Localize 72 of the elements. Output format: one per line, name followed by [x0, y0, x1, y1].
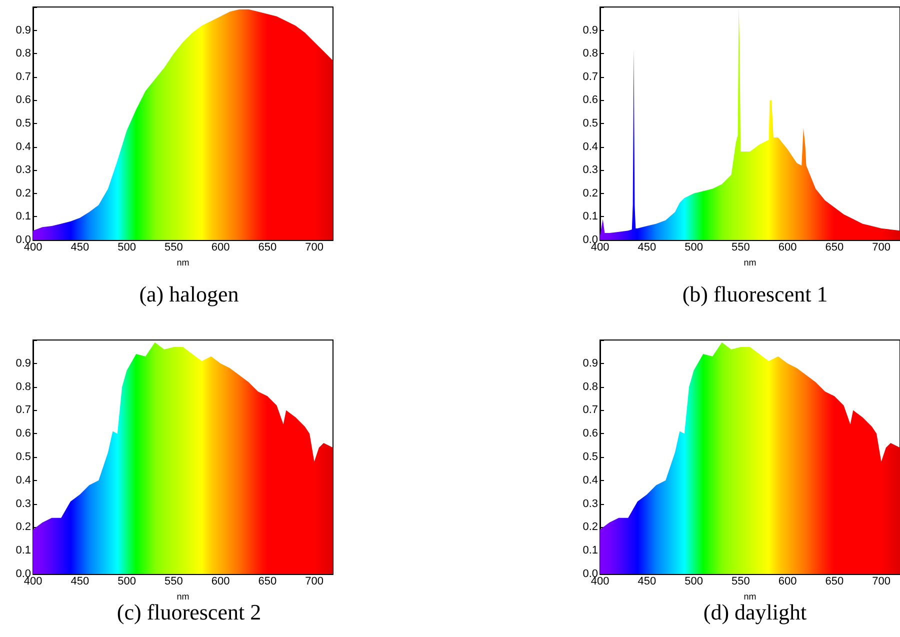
- x-tick-label: 500: [118, 576, 136, 588]
- y-tick-label: 0.5: [582, 451, 598, 463]
- x-axis-title: nm: [744, 257, 756, 268]
- y-tick-label: 0.3: [582, 164, 598, 176]
- x-tick-label: 600: [211, 576, 230, 588]
- y-tick-label: 0.4: [582, 474, 598, 486]
- x-tick-label: 650: [258, 242, 277, 254]
- x-axis-title: nm: [176, 591, 190, 602]
- y-tick-label: 0.1: [16, 544, 31, 557]
- x-tick-label: 600: [778, 576, 797, 588]
- y-tick-label: 0.4: [582, 140, 598, 153]
- y-tick-label: 0.6: [582, 94, 598, 106]
- y-tick-label: 0.6: [582, 428, 598, 440]
- y-tick-label: 0.3: [582, 498, 598, 510]
- y-tick-label: 0.9: [16, 357, 31, 370]
- y-tick-label: 0.1: [16, 210, 31, 223]
- text: (b) fluorescent 1: [682, 282, 828, 306]
- y-tick-label: 0.7: [582, 70, 598, 83]
- y-tick-label: 0.4: [16, 474, 31, 486]
- y-tick-label: 0.8: [16, 48, 31, 60]
- x-tick-label: 550: [164, 242, 183, 254]
- y-tick-label: 0.7: [582, 404, 598, 416]
- x-tick-label: 650: [825, 576, 844, 588]
- y-tick-label: 0.3: [16, 498, 31, 510]
- x-tick-label: 500: [684, 576, 703, 588]
- y-tick-label: 0.8: [16, 380, 31, 393]
- x-tick-label: 700: [305, 242, 324, 254]
- x-tick-label: 600: [778, 242, 797, 254]
- x-axis-title: nm: [176, 257, 190, 268]
- y-tick-label: 0.5: [16, 118, 31, 130]
- x-axis-title: nm: [744, 591, 756, 602]
- x-tick-label: 400: [590, 576, 610, 588]
- x-tick-label: 450: [70, 576, 90, 588]
- y-tick-label: 0.2: [582, 521, 598, 534]
- x-tick-label: 400: [24, 576, 42, 588]
- y-tick-label: 0.2: [582, 187, 598, 200]
- y-tick-label: 0.5: [16, 451, 31, 463]
- x-tick-label: 550: [731, 576, 750, 588]
- y-tick-label: 0.1: [582, 544, 598, 557]
- x-tick-label: 550: [731, 242, 750, 254]
- x-tick-label: 600: [211, 242, 230, 254]
- x-tick-label: 550: [164, 576, 183, 588]
- y-tick-label: 0.8: [582, 380, 598, 393]
- y-tick-label: 0.6: [16, 428, 31, 440]
- y-tick-label: 0.2: [16, 521, 31, 534]
- x-tick-label: 400: [590, 242, 610, 254]
- x-tick-label: 400: [24, 242, 42, 254]
- x-tick-label: 500: [118, 242, 136, 254]
- y-tick-label: 0.7: [16, 70, 31, 83]
- x-tick-label: 650: [825, 242, 844, 254]
- y-tick-label: 0.4: [16, 140, 31, 153]
- text: (c) fluorescent 2: [116, 600, 262, 624]
- x-tick-label: 450: [638, 242, 656, 254]
- x-tick-label: 450: [638, 576, 656, 588]
- y-tick-label: 0.9: [582, 24, 598, 36]
- y-tick-label: 0.5: [582, 118, 598, 130]
- y-tick-label: 0.9: [582, 357, 598, 370]
- y-tick-label: 0.9: [16, 24, 31, 36]
- x-tick-label: 700: [872, 576, 890, 588]
- x-tick-label: 650: [258, 576, 277, 588]
- y-tick-label: 0.8: [582, 48, 598, 60]
- y-tick-label: 0.6: [16, 94, 31, 106]
- y-tick-label: 0.2: [16, 187, 31, 200]
- x-tick-label: 500: [684, 242, 703, 254]
- y-tick-label: 0.7: [16, 404, 31, 416]
- x-tick-label: 450: [70, 242, 90, 254]
- text: (a) halogen: [139, 282, 239, 306]
- x-tick-label: 700: [872, 242, 890, 254]
- text: (d) daylight: [703, 600, 807, 624]
- y-tick-label: 0.3: [16, 164, 31, 176]
- y-tick-label: 0.1: [582, 210, 598, 223]
- x-tick-label: 700: [305, 576, 324, 588]
